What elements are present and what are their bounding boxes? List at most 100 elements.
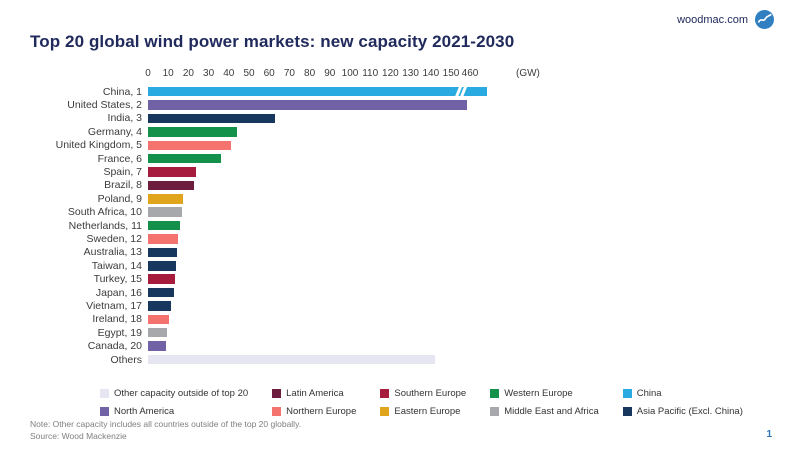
axis-tick-label: 60 [263,68,275,79]
legend-item: Southern Europe [380,388,466,399]
category-label: China, 1 [102,85,142,98]
axis-tick-label: 460 [461,68,479,79]
legend-swatch [490,407,500,416]
note-text: Note: Other capacity includes all countr… [30,419,302,430]
page-number: 1 [766,429,772,440]
bar-vietnam-17 [148,301,172,311]
bar-taiwan-14 [148,261,177,271]
legend-swatch [490,389,500,398]
chart-row: United States, 2 [30,98,770,111]
category-label: Netherlands, 11 [68,219,142,232]
category-label: France, 6 [97,152,142,165]
axis-tick-label: 140 [422,68,440,79]
legend-label: Eastern Europe [394,406,461,417]
chart-row: Spain, 7 [30,165,770,178]
legend-label: Latin America [286,388,344,399]
category-label: Brazil, 8 [104,179,142,192]
legend-label: Middle East and Africa [504,406,599,417]
axis-tick-label: 80 [304,68,316,79]
bar-sweden-12 [148,234,179,244]
category-label: Japan, 16 [95,286,142,299]
axis-tick-label: 150 [442,68,460,79]
axis-tick-label: 0 [145,68,151,79]
bar-spain-7 [148,167,197,177]
category-label: Australia, 13 [83,246,142,259]
axis-tick-label: 70 [283,68,295,79]
chart-rows: China, 1 United States, 2 India, 3 Germany,… [30,84,770,366]
category-label: Spain, 7 [103,166,142,179]
category-label: Ireland, 18 [92,313,142,326]
chart-row: France, 6 [30,152,770,165]
chart-row: Poland, 9 [30,192,770,205]
chart-row: Australia, 13 [30,246,770,259]
axis-tick-label: 110 [362,68,379,79]
legend-item: China [622,388,743,399]
axis-tick-label: 50 [243,68,255,79]
header: woodmac.com [677,10,774,29]
chart-row: Canada, 20 [30,339,770,352]
bar-germany-4 [148,127,237,137]
category-label: Egypt, 19 [97,326,142,339]
legend-item: Other capacity outside of top 20 [100,388,248,399]
legend-swatch [622,407,632,416]
legend-label: Southern Europe [394,388,467,399]
chart-row: Vietnam, 17 [30,299,770,312]
bar-india-3 [148,113,276,124]
legend-label: China [636,388,662,399]
bar-australia-13 [148,247,178,258]
chart-row: United Kingdom, 5 [30,139,770,152]
bar-japan-16 [148,287,175,298]
footnotes: Note: Other capacity includes all countr… [30,419,301,442]
legend-item: Northern Europe [272,406,356,417]
legend-item: Middle East and Africa [490,406,599,417]
category-label: Sweden, 12 [86,232,142,245]
legend-swatch [272,407,282,416]
category-label: United Kingdom, 5 [55,139,142,152]
chart-row: Egypt, 19 [30,326,770,339]
bar-others [148,354,435,365]
category-label: United States, 2 [67,99,142,112]
legend-item: Eastern Europe [380,406,466,417]
legend-swatch [100,389,109,398]
category-label: Poland, 9 [97,192,142,205]
chart-legend: Other capacity outside of top 20 Latin Am… [100,388,743,417]
chart-row: Ireland, 18 [30,313,770,326]
bar-ireland-18 [148,314,170,325]
bar-turkey-15 [148,274,176,284]
bar-poland-9 [148,194,184,204]
legend-swatch [380,407,390,416]
legend-item: Western Europe [490,388,599,399]
legend-label: Asia Pacific (Excl. China) [636,406,743,417]
chart-row: Japan, 16 [30,286,770,299]
axis-tick-label: 130 [402,68,419,79]
bar-china-1 [148,84,488,100]
bar-egypt-19 [148,327,168,338]
axis-unit-label: (GW) [516,68,540,79]
bar-brazil-8 [148,180,195,191]
legend-label: Northern Europe [286,406,357,417]
category-label: Others [110,353,142,366]
bar-south-africa-10 [148,207,183,217]
category-label: India, 3 [107,112,142,125]
axis-tick-label: 100 [341,68,359,79]
woodmac-logo [755,10,774,29]
legend-swatch [272,389,282,398]
category-label: Canada, 20 [87,340,142,353]
legend-item: Asia Pacific (Excl. China) [622,406,743,417]
source-text: Source: Wood Mackenzie [30,430,127,441]
chart-row: Sweden, 12 [30,232,770,245]
axis-tick-label: 10 [162,68,174,79]
legend-label: Western Europe [504,388,573,399]
brand-domain-link[interactable]: woodmac.com [677,13,748,26]
bar-united-kingdom-5 [148,140,231,150]
category-label: Turkey, 15 [93,273,142,286]
legend-item: Latin America [272,388,356,399]
x-axis: 0 10 20 30 40 50 60 70 80 90 100 110 120 130 140 150 460… [145,68,770,82]
bar-canada-20 [148,341,167,351]
category-label: Vietnam, 17 [86,299,142,312]
axis-tick-label: 40 [223,68,235,79]
bar-netherlands-11 [148,220,181,231]
axis-tick-label: 20 [182,68,194,79]
category-label: Germany, 4 [87,125,142,138]
